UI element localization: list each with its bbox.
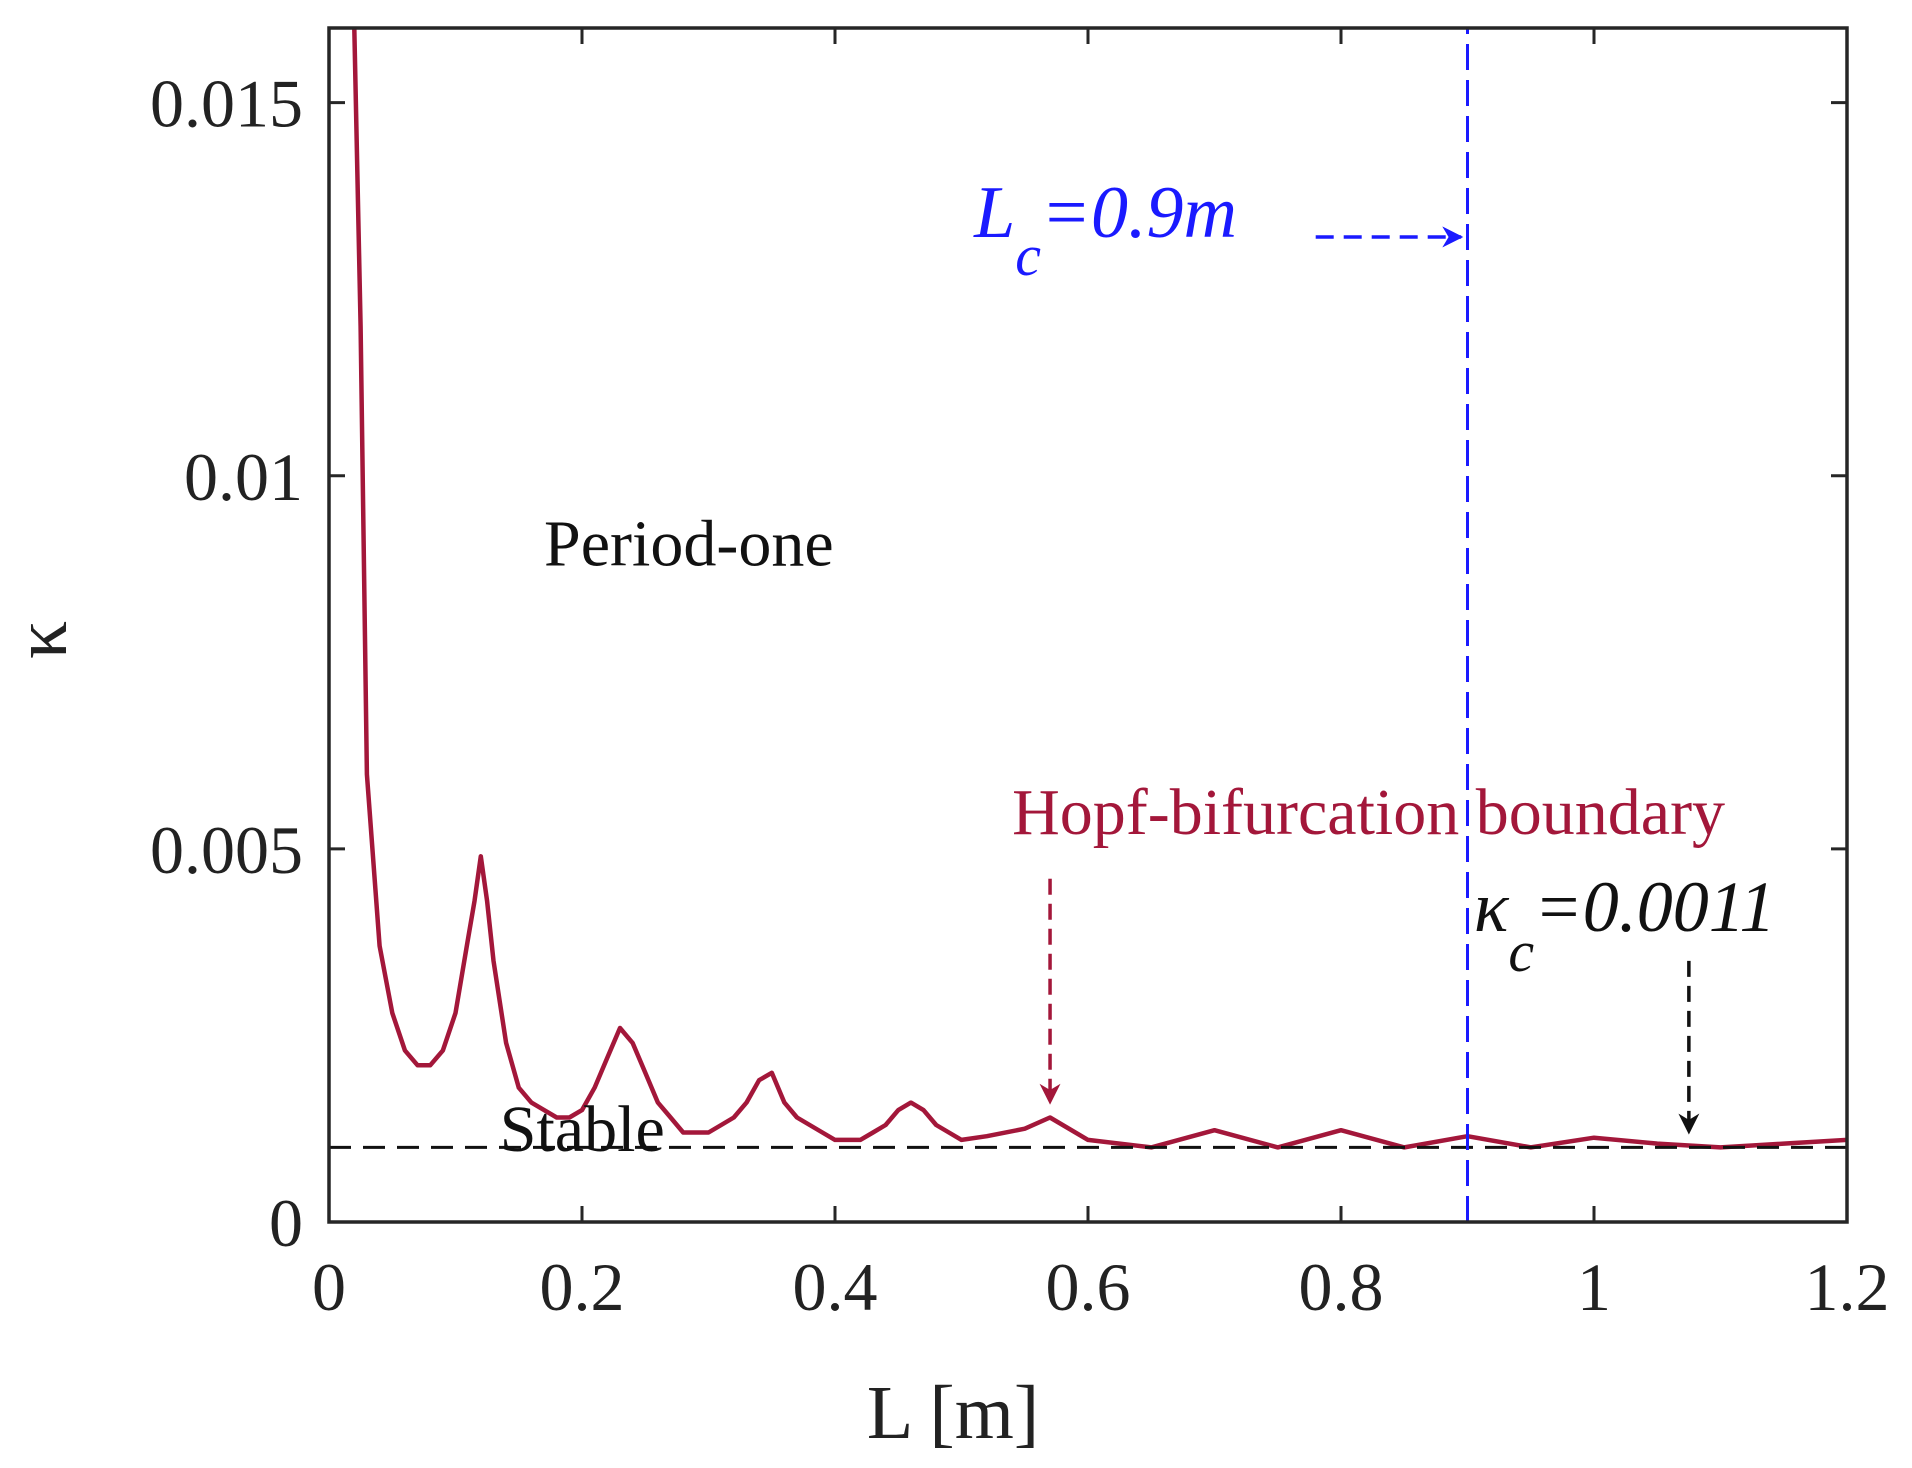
kc-label-main: κ — [1474, 867, 1510, 947]
x-tick-label: 0.6 — [1046, 1249, 1131, 1325]
lc-label: Lc=0.9m — [973, 172, 1237, 288]
annotation-layer: Period-one Stable Hopf-bifurcation boundar… — [500, 172, 1776, 1166]
axes-layer: 0 0.2 0.4 0.6 0.8 1 1.2 0 0.005 0.01 0.015 — [150, 26, 1890, 1325]
lc-label-sub: c — [1015, 223, 1041, 288]
y-tick-label: 0.015 — [150, 66, 303, 142]
kc-label-sub: c — [1508, 919, 1534, 984]
lc-label-main: L — [973, 172, 1015, 254]
y-tick-label: 0.005 — [150, 812, 303, 888]
lc-label-value: =0.9m — [1041, 172, 1237, 254]
period-one-label: Period-one — [544, 507, 834, 580]
hopf-boundary-label: Hopf-bifurcation boundary — [1012, 776, 1725, 849]
x-tick-label: 0 — [312, 1249, 346, 1325]
stable-label: Stable — [500, 1093, 665, 1166]
y-axis-label: κ — [0, 621, 83, 659]
y-tick-label: 0 — [269, 1185, 303, 1261]
kc-label: κc=0.0011 — [1474, 867, 1776, 984]
series-line-hopf-bifurcation-boundary — [352, 28, 1847, 1150]
x-tick-label: 1 — [1577, 1249, 1611, 1325]
x-axis-label: L [m] — [867, 1371, 1039, 1455]
series-layer — [329, 28, 1847, 1222]
x-tick-label: 0.8 — [1299, 1249, 1384, 1325]
y-tick-label: 0.01 — [184, 439, 303, 515]
x-tick-label: 1.2 — [1805, 1249, 1890, 1325]
kc-label-value: =0.0011 — [1534, 867, 1775, 947]
x-tick-label: 0.2 — [540, 1249, 625, 1325]
x-tick-label: 0.4 — [793, 1249, 878, 1325]
